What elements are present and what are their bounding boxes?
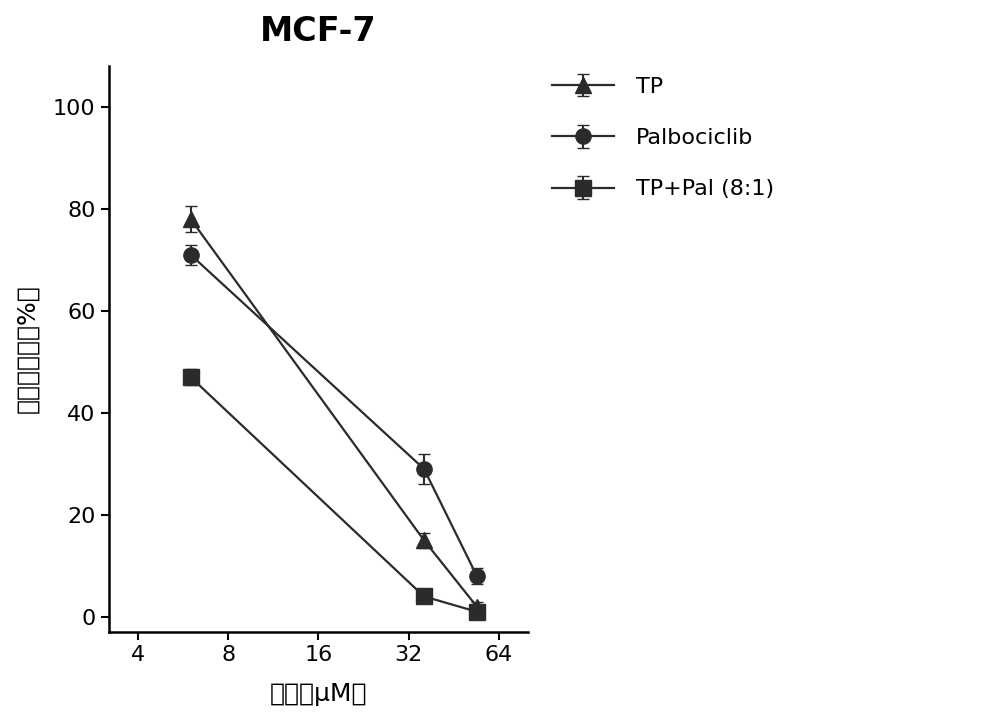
X-axis label: 浓度（μM）: 浓度（μM） [270, 682, 367, 706]
Legend: TP, Palbociclib, TP+Pal (8:1): TP, Palbociclib, TP+Pal (8:1) [552, 77, 774, 199]
Title: MCF-7: MCF-7 [260, 15, 377, 48]
Y-axis label: 细胞存活率（%）: 细胞存活率（%） [15, 285, 39, 413]
